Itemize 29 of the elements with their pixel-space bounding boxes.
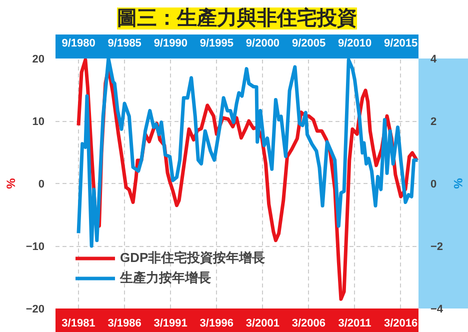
x-tick-label: 3/1981	[62, 318, 96, 330]
x-tick-label: 3/1991	[154, 318, 188, 330]
chart-title: 圖三：生產力與非住宅投資	[117, 6, 357, 30]
x-tick-label: 3/2006	[292, 318, 326, 330]
x2-tick-label: 9/1980	[62, 38, 96, 50]
y2-tick-label: 2	[430, 116, 437, 128]
y2-tick-label: 0	[430, 178, 437, 190]
x2-tick-label: 9/2000	[246, 38, 280, 50]
x2-tick-label: 9/2005	[292, 38, 326, 50]
x2-tick-label: 9/2010	[338, 38, 372, 50]
x2-tick-label: 9/1990	[154, 38, 188, 50]
x2-tick-label: 9/1985	[108, 38, 142, 50]
legend-label: 生產力按年增長	[120, 269, 211, 287]
y2-axis-title: %	[451, 178, 466, 190]
x-tick-label: 3/1996	[200, 318, 234, 330]
y-tick-label: −20	[26, 304, 45, 316]
x-tick-label: 3/1986	[108, 318, 142, 330]
x-tick-label: 3/2016	[384, 318, 418, 330]
x2-tick-label: 9/2015	[384, 38, 418, 50]
x-tick-label: 3/2011	[338, 318, 372, 330]
legend-label: GDP非住宅投資按年增長	[120, 249, 266, 267]
y-tick-label: 10	[32, 116, 45, 128]
x2-tick-label: 9/1995	[200, 38, 234, 50]
x-tick-label: 3/2001	[246, 318, 280, 330]
y2-tick-label: −2	[430, 241, 444, 253]
y-tick-label: −10	[26, 241, 45, 253]
y-tick-label: 20	[32, 54, 45, 66]
y-tick-label: 0	[38, 178, 45, 190]
y-axis-title: %	[4, 178, 18, 189]
